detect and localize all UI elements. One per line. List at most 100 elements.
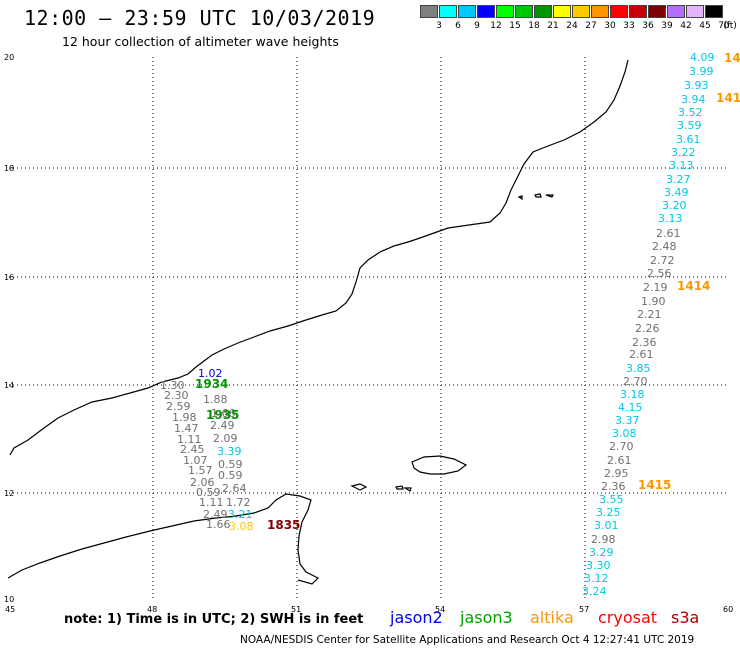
scale-tick-label: 33 bbox=[623, 21, 635, 31]
y-axis-label-14: 14 bbox=[4, 381, 15, 390]
arabian-coastline bbox=[9, 59, 629, 456]
scale-tick-label: 15 bbox=[509, 21, 521, 31]
page-title: 12:00 — 23:59 UTC 10/03/2019 bbox=[24, 6, 376, 30]
swh-value: 3.08 bbox=[612, 427, 637, 440]
y-axis-label-10: 10 bbox=[4, 595, 15, 604]
x-axis-label-60: 60 bbox=[723, 605, 734, 614]
footer-note: note: 1) Time is in UTC; 2) SWH is in fe… bbox=[64, 612, 364, 627]
credit-line: NOAA/NESDIS Center for Satellite Applica… bbox=[240, 634, 695, 646]
scale-swatch bbox=[629, 5, 647, 18]
x-axis-label-45: 45 bbox=[5, 605, 16, 614]
scale-swatch bbox=[496, 5, 514, 18]
scale-tick-label: 36 bbox=[642, 21, 654, 31]
scale-swatch bbox=[591, 5, 609, 18]
pass-time-label: 141 bbox=[716, 91, 740, 105]
swh-value: 4.09 bbox=[690, 51, 715, 64]
swh-value: 1.11 bbox=[199, 496, 224, 509]
y-axis-label-18: 18 bbox=[4, 164, 15, 173]
swh-value: 2.09 bbox=[213, 432, 238, 445]
swh-value: 2.95 bbox=[604, 467, 629, 480]
swh-value: 2.21 bbox=[637, 308, 662, 321]
swh-value: 2.70 bbox=[609, 440, 634, 453]
scale-tick-label: 21 bbox=[547, 21, 559, 31]
swh-value: 2.48 bbox=[652, 240, 677, 253]
swh-value: 2.49 bbox=[210, 419, 235, 432]
swh-value: 0.59 bbox=[218, 469, 243, 482]
satellite-legend-altika: altika bbox=[530, 608, 574, 627]
swh-value: 3.01 bbox=[594, 519, 619, 532]
scale-swatch bbox=[477, 5, 495, 18]
swh-value: 3.27 bbox=[666, 173, 691, 186]
satellite-legend-cryosat: cryosat bbox=[598, 608, 658, 627]
swh-value: 1.88 bbox=[203, 393, 228, 406]
pass-time-label: 1415 bbox=[638, 478, 672, 492]
scale-swatch bbox=[648, 5, 666, 18]
scale-tick-label: 42 bbox=[680, 21, 692, 31]
scale-swatch bbox=[439, 5, 457, 18]
swh-value: 3.30 bbox=[586, 559, 611, 572]
swh-value: 2.45 bbox=[180, 443, 205, 456]
x-axis-label-48: 48 bbox=[147, 605, 158, 614]
islet-3 bbox=[402, 487, 412, 492]
swh-value: 3.99 bbox=[689, 65, 714, 78]
swh-value: 3.13 bbox=[669, 159, 694, 172]
scale-tick-label: 18 bbox=[528, 21, 540, 31]
scale-swatch bbox=[572, 5, 590, 18]
socotra-island bbox=[411, 455, 468, 475]
swh-value: 2.59 bbox=[166, 400, 191, 413]
scale-swatch bbox=[686, 5, 704, 18]
swh-value: 1.98 bbox=[172, 411, 197, 424]
pass-time-label: 14 bbox=[724, 51, 740, 65]
scale-tick-label: 3 bbox=[436, 21, 442, 31]
swh-value: 1.90 bbox=[641, 295, 666, 308]
scale-tick-label: 70 bbox=[718, 21, 730, 31]
grid-lines bbox=[9, 57, 729, 600]
pass-time-label: 1414 bbox=[677, 279, 711, 293]
swh-value: 2.49 bbox=[203, 508, 228, 521]
y-axis-label-20: 20 bbox=[4, 53, 15, 62]
swh-value: 3.52 bbox=[678, 106, 703, 119]
somalia-coastline bbox=[7, 493, 320, 585]
scale-swatch bbox=[420, 5, 438, 18]
scale-tick-label: 9 bbox=[474, 21, 480, 31]
pass-time-label: 1935 bbox=[206, 408, 240, 422]
scale-tick-label: 30 bbox=[604, 21, 616, 31]
swh-value: 3.49 bbox=[664, 186, 689, 199]
swh-value: 2.36 bbox=[601, 480, 626, 493]
swh-value: 3.24 bbox=[582, 585, 607, 598]
scale-swatch bbox=[705, 5, 723, 18]
page-subtitle: 12 hour collection of altimeter wave hei… bbox=[62, 34, 339, 49]
swh-value: 3.61 bbox=[676, 133, 701, 146]
swh-value: 0.59 bbox=[196, 486, 221, 499]
y-axis-label-12: 12 bbox=[4, 489, 15, 498]
satellite-legend-s3a: s3a bbox=[671, 608, 700, 627]
swh-value: 3.94 bbox=[681, 93, 706, 106]
y-axis-label-16: 16 bbox=[4, 273, 15, 282]
swh-value: 1.57 bbox=[188, 464, 213, 477]
swh-value: 1.07 bbox=[183, 454, 208, 467]
satellite-legend-jason2: jason2 bbox=[390, 608, 443, 627]
swh-value: 3.12 bbox=[584, 572, 609, 585]
swh-value: 2.61 bbox=[629, 348, 654, 361]
swh-value: 1.66 bbox=[211, 407, 236, 420]
swh-value: 3.21 bbox=[228, 508, 253, 521]
swh-value: 2.61 bbox=[607, 454, 632, 467]
x-axis-label-54: 54 bbox=[435, 605, 446, 614]
swh-value: 3.39 bbox=[217, 445, 242, 458]
swh-value: 2.64 bbox=[222, 482, 247, 495]
scale-tick-label: 27 bbox=[585, 21, 597, 31]
pass-time-label: 1934 bbox=[195, 377, 229, 391]
scale-tick-label: 45 bbox=[699, 21, 711, 31]
swh-value: 2.72 bbox=[650, 254, 675, 267]
swh-value: 3.85 bbox=[626, 362, 651, 375]
swh-value: 2.19 bbox=[643, 281, 668, 294]
scale-unit-label: (ft) bbox=[723, 21, 737, 31]
swh-value: 3.25 bbox=[596, 506, 621, 519]
swh-value: 1.66 bbox=[206, 518, 231, 531]
x-axis-label-57: 57 bbox=[579, 605, 590, 614]
wave-height-color-scale: 3 6 9 12 15 18 21 24 27 30 33 36 39 42 45 70 (ft) bbox=[420, 5, 737, 37]
swh-value: 2.98 bbox=[591, 533, 616, 546]
swh-value: 2.30 bbox=[164, 389, 189, 402]
scale-tick-label: 39 bbox=[661, 21, 673, 31]
